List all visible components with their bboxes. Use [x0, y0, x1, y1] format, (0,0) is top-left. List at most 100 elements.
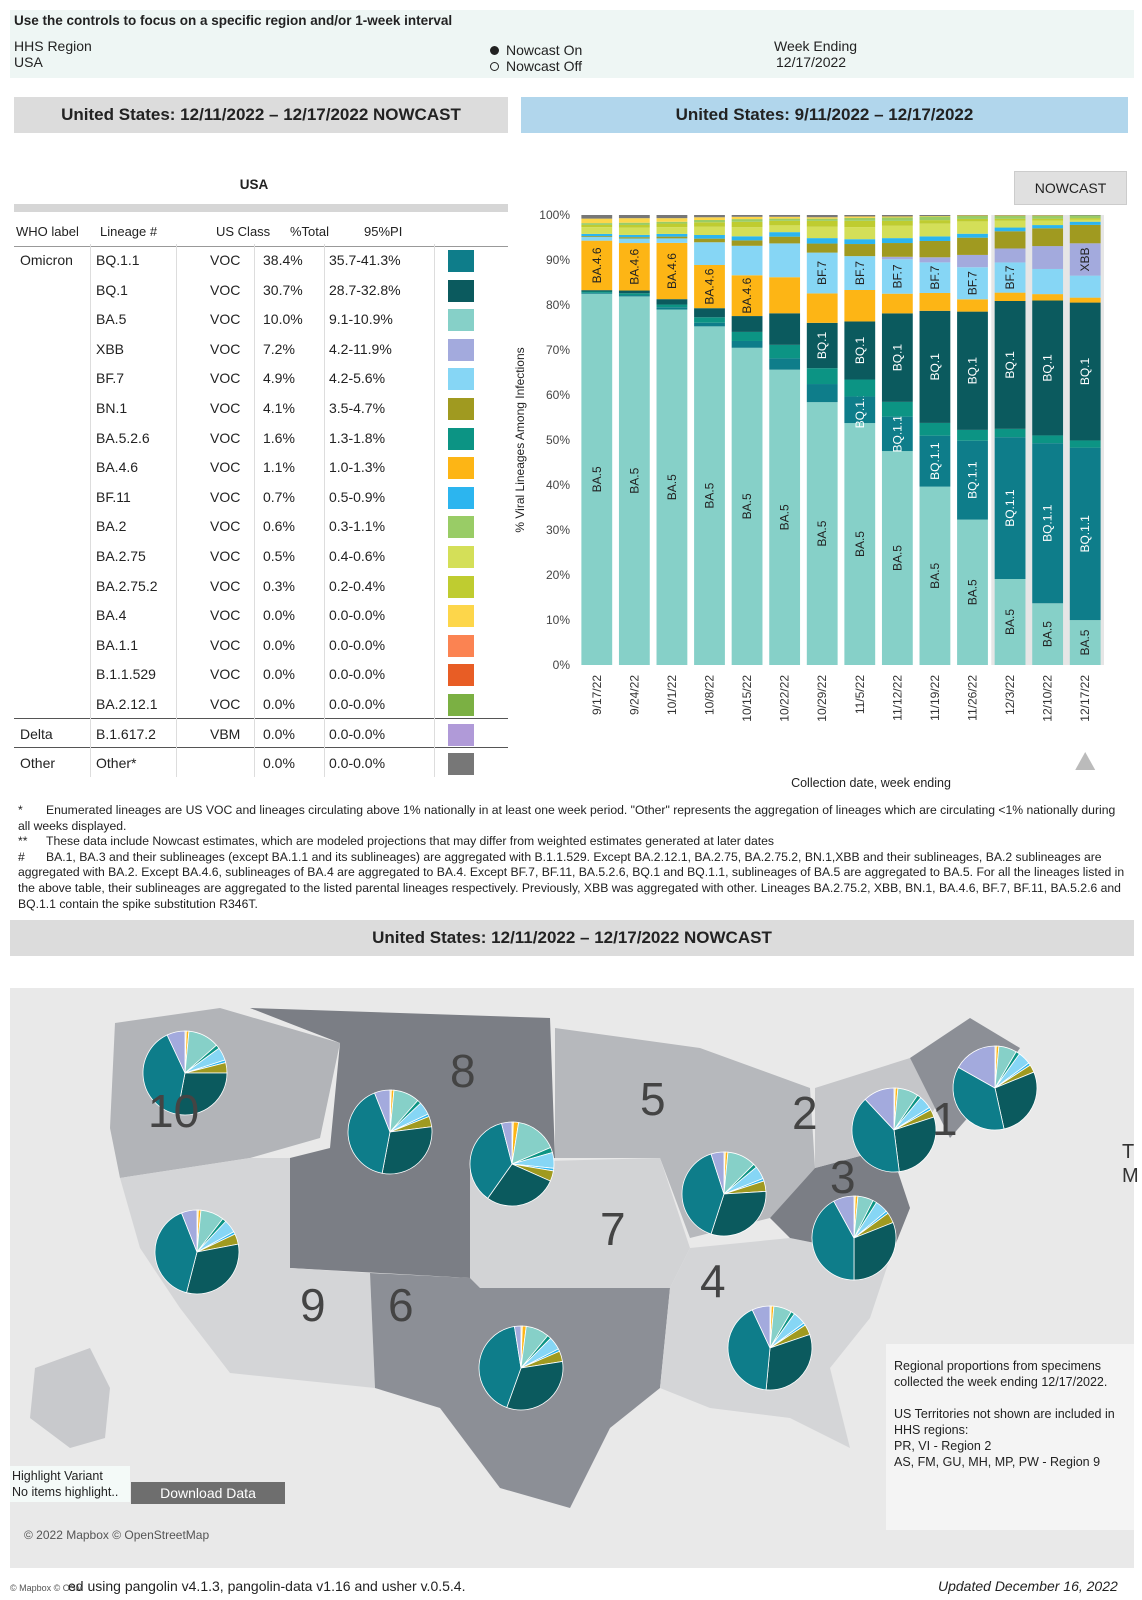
y-tick-label: 90%	[546, 253, 570, 267]
bar-segment-ba-2-75-2	[957, 218, 988, 222]
bar-segment-bq-1	[618, 290, 650, 294]
bar-segment-bn-1	[581, 236, 613, 238]
alaska-shape	[30, 1348, 110, 1448]
table-row[interactable]: Other Other* 0.0% 0.0-0.0%	[14, 747, 508, 777]
table-row[interactable]: BA.4 VOC 0.0% 0.0-0.0%	[14, 599, 508, 629]
table-row[interactable]: Delta B.1.617.2 VBM 0.0% 0.0-0.0%	[14, 718, 508, 748]
bar-segment-label: BQ.1.1	[853, 391, 867, 429]
table-row[interactable]: BF.11 VOC 0.7% 0.5-0.9%	[14, 481, 508, 511]
bar-segment-ba-5	[844, 423, 876, 665]
pie-slice	[186, 1243, 240, 1295]
download-data-button[interactable]: Download Data	[131, 1482, 285, 1504]
y-tick-label: 10%	[546, 613, 570, 627]
bar-segment-xbb	[1069, 243, 1101, 276]
region-pie-chart-8[interactable]	[347, 1089, 433, 1175]
bar-segment-ba-2-75	[769, 225, 801, 233]
region-pie-chart-3[interactable]	[811, 1195, 897, 1281]
bar-segment-ba-5-2-6	[656, 304, 688, 308]
who-label: Omicron	[20, 252, 73, 268]
bar-segment-bq-1-1	[769, 358, 801, 370]
table-row[interactable]: BA.4.6 VOC 1.1% 1.0-1.3%	[14, 451, 508, 481]
region-pie-chart-1[interactable]	[952, 1045, 1038, 1131]
bar-segment-ba-4-6	[994, 292, 1026, 302]
region-pie-chart-9[interactable]	[154, 1209, 240, 1295]
radio-selected-icon	[490, 45, 499, 55]
table-row[interactable]: BA.2.75.2 VOC 0.3% 0.2-0.4%	[14, 570, 508, 600]
footnote-symbol: **	[18, 834, 28, 849]
pi-range: 28.7-32.8%	[329, 281, 401, 298]
bar-segment-label: BQ.1.1	[890, 415, 904, 453]
us-class: VBM	[210, 725, 241, 742]
region-pie-chart-6[interactable]	[478, 1325, 564, 1411]
table-row[interactable]: Omicron BQ.1.1 VOC 38.4% 35.7-41.3%	[14, 244, 508, 274]
lineage-color-swatch	[448, 634, 474, 657]
map-attribution[interactable]: © 2022 Mapbox © OpenStreetMap	[24, 1528, 210, 1542]
bar-segment-label: BA.5	[1003, 609, 1017, 635]
lineage-color-swatch	[448, 279, 474, 302]
region-pie-chart-2[interactable]	[851, 1087, 937, 1173]
footer-updated: Updated December 16, 2022	[938, 1578, 1118, 1594]
bar-segment-other	[769, 215, 801, 217]
footnote: * Enumerated lineages are US VOC and line…	[18, 803, 1128, 834]
region-pie-chart-4[interactable]	[727, 1305, 813, 1391]
y-tick-label: 70%	[546, 343, 570, 357]
pie-slice	[851, 1098, 900, 1173]
bar-segment-other	[919, 215, 951, 217]
table-row[interactable]: BA.5 VOC 10.0% 9.1-10.9%	[14, 303, 508, 333]
pi-range: 0.0-0.0%	[329, 725, 386, 742]
y-tick-label: 40%	[546, 478, 570, 492]
table-row[interactable]: XBB VOC 7.2% 4.2-11.9%	[14, 333, 508, 363]
pi-range: 1.0-1.3%	[329, 459, 386, 476]
region-pie-chart-5[interactable]	[681, 1151, 767, 1237]
table-row[interactable]: BF.7 VOC 4.9% 4.2-5.6%	[14, 362, 508, 392]
region-number-7: 7	[600, 1203, 626, 1255]
pct-total: 7.2%	[263, 340, 295, 357]
highlight-variant-control[interactable]: Highlight Variant No items highlight..	[10, 1466, 130, 1502]
bar-segment-ba-2-75-2	[618, 224, 650, 228]
bar-segment-ba-2	[731, 219, 763, 222]
region-label: HHS Region	[14, 38, 92, 54]
table-row[interactable]: BA.2.12.1 VOC 0.0% 0.0-0.0%	[14, 688, 508, 718]
bar-segment-label: BA.5	[928, 562, 942, 588]
pct-total: 4.1%	[263, 400, 295, 416]
nowcast-on-radio[interactable]: Nowcast On	[490, 42, 582, 58]
lineage-color-swatch	[448, 427, 474, 450]
legend-text-region9: AS, FM, GU, MH, MP, PW - Region 9	[894, 1455, 1101, 1469]
table-row[interactable]: BA.2 VOC 0.6% 0.3-1.1%	[14, 510, 508, 540]
bar-segment-bn-1	[957, 237, 988, 255]
lineage-color-swatch	[448, 723, 474, 746]
region-pie-chart-10[interactable]	[142, 1030, 228, 1116]
bar-segment-label: BA.4.6	[703, 268, 717, 304]
us-class: VOC	[210, 607, 241, 624]
table-row[interactable]: BA.2.75 VOC 0.5% 0.4-0.6%	[14, 540, 508, 570]
table-row[interactable]: BN.1 VOC 4.1% 3.5-4.7%	[14, 392, 508, 422]
table-row[interactable]: BQ.1 VOC 30.7% 28.7-32.8%	[14, 274, 508, 304]
y-tick-label: 50%	[546, 433, 570, 447]
bar-segment-bf-11	[769, 232, 801, 237]
region-select[interactable]: USA	[14, 54, 43, 70]
table-row[interactable]: BA.5.2.6 VOC 1.6% 1.3-1.8%	[14, 422, 508, 452]
nowcast-off-radio[interactable]: Nowcast Off	[490, 58, 582, 74]
legend-text-region2: PR, VI - Region 2	[894, 1439, 992, 1453]
bar-segment-ba-2-75-2	[881, 220, 913, 226]
x-tick-label: 9/24/22	[627, 675, 641, 715]
lineage-name: BN.1	[96, 400, 128, 416]
bar-segment-ba-2-75-2	[919, 220, 951, 224]
bar-segment-ba-2-75-2	[656, 223, 688, 228]
footer-pangolin-note: ed using pangolin v4.1.3, pangolin-data …	[68, 1578, 466, 1594]
lineage-name: BA.5	[96, 311, 127, 328]
bar-segment-bf-7	[769, 243, 801, 278]
table-row[interactable]: BA.1.1 VOC 0.0% 0.0-0.0%	[14, 629, 508, 659]
bar-segment-ba-4	[881, 216, 913, 218]
us-class: VOC	[210, 311, 241, 328]
bar-segment-bf-7	[731, 245, 763, 276]
region-pie-chart-7[interactable]	[469, 1121, 555, 1207]
column-separator	[176, 244, 177, 777]
pie-slice	[176, 1072, 228, 1116]
us-class: VOC	[210, 548, 241, 564]
cut-off-side-text: T M	[1122, 1141, 1139, 1187]
week-select[interactable]: 12/17/2022	[776, 54, 847, 70]
table-row[interactable]: B.1.1.529 VOC 0.0% 0.0-0.0%	[14, 658, 508, 688]
region-10-shape[interactable]	[110, 1008, 340, 1178]
bar-segment-bq-1	[581, 290, 613, 292]
